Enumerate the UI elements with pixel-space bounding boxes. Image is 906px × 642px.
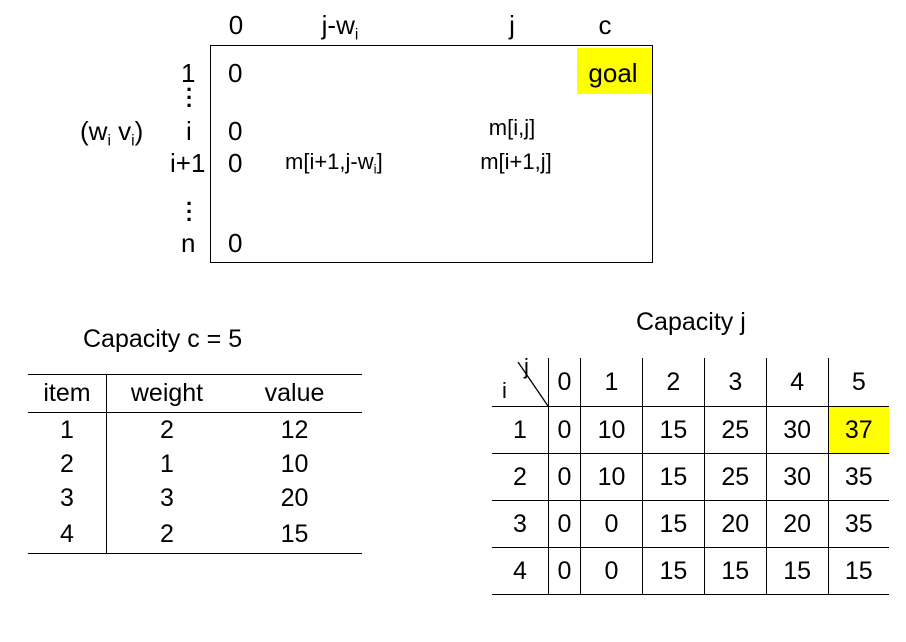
weight-cell: 2 [160, 415, 174, 444]
dp-col-header: 2 [641, 358, 705, 407]
cell-m-i1-j: m[i+1,j] [480, 149, 552, 174]
dp-cell: 20 [765, 500, 829, 548]
dp-corner-i-label: i [502, 378, 507, 403]
table-row: 2 1 10 [28, 447, 362, 481]
dp-capacity-title: Capacity j [636, 308, 746, 336]
item-cell: 1 [28, 412, 107, 447]
item-cell: 3 [28, 481, 107, 515]
col-label-c: c [598, 10, 612, 40]
dp-cell: 0 [580, 500, 643, 548]
dp-cell: 0 [547, 406, 581, 454]
vertical-ellipsis-icon: · · · [186, 191, 194, 232]
table-row: 3 0 0 15 20 20 35 [492, 500, 889, 548]
dp-row-header: 3 [492, 500, 549, 548]
dp-cell-goal: 37 [827, 406, 889, 454]
dp-row-header: 2 [492, 453, 549, 501]
weight-cell: 2 [106, 515, 227, 554]
dp-row-header: 1 [492, 406, 549, 454]
items-header-weight: weight [106, 374, 227, 413]
dp-col-header: 4 [765, 358, 829, 407]
item-cell: 4 [28, 515, 107, 554]
table-row: 1 2 12 [28, 412, 362, 447]
zero-cell: 0 [228, 116, 243, 146]
value-cell: 10 [280, 449, 309, 478]
dp-corner-cell: j i [492, 354, 549, 407]
dp-cell: 15 [641, 500, 705, 548]
vertical-ellipsis-icon: · · · [186, 77, 194, 118]
dp-cell: 25 [703, 406, 767, 454]
dp-row-header: 4 [492, 547, 549, 595]
dp-cell: 15 [765, 547, 829, 595]
dp-cell: 30 [765, 453, 829, 501]
dp-col-header: 3 [703, 358, 767, 407]
value-cell: 12 [280, 415, 309, 444]
item-weight-value-label: (wi vi) [80, 116, 144, 150]
cell-m-i-j: m[i,j] [488, 115, 536, 140]
dp-cell: 15 [827, 547, 889, 595]
col-label-j: j [509, 10, 515, 40]
cell-m-i1-j-minus-w: m[i+1,j-wi] [285, 149, 383, 177]
dp-cell: 0 [547, 500, 581, 548]
dp-header-row: j i 0 1 2 3 4 5 [492, 354, 889, 407]
dp-cell: 20 [703, 500, 767, 548]
table-row: 2 0 10 15 25 30 35 [492, 453, 889, 501]
table-row: 4 2 15 [28, 515, 362, 554]
items-header-item: item [28, 374, 107, 413]
dp-cell: 15 [703, 547, 767, 595]
dp-cell: 30 [765, 406, 829, 454]
items-capacity-title: Capacity c = 5 [83, 325, 243, 353]
items-header-value: value [227, 374, 362, 413]
diagonal-divider-icon [517, 361, 548, 406]
dp-cell: 15 [641, 547, 705, 595]
value-cell: 15 [227, 515, 362, 554]
items-table: item weight value 1 2 12 2 1 10 3 3 20 4… [28, 374, 362, 554]
zero-cell: 0 [228, 228, 243, 258]
zero-cell: 0 [228, 148, 243, 178]
dp-table: j i 0 1 2 3 4 5 1 0 10 15 25 30 37 2 0 1… [492, 354, 889, 595]
dp-cell: 10 [580, 453, 643, 501]
item-cell: 2 [28, 447, 107, 481]
row-label-n: n [181, 228, 196, 258]
weight-cell: 1 [160, 449, 174, 478]
table-row: 1 0 10 15 25 30 37 [492, 406, 889, 454]
dp-cell: 10 [580, 406, 643, 454]
col-label-zero: 0 [228, 10, 244, 40]
dp-cell: 15 [641, 406, 705, 454]
col-label-j-minus-w: j-wi [321, 10, 359, 44]
dp-col-header: 5 [827, 358, 889, 407]
table-row: 3 3 20 [28, 481, 362, 515]
dp-cell: 0 [580, 547, 643, 595]
goal-cell-highlight [577, 48, 653, 94]
dp-cell: 0 [547, 547, 581, 595]
dp-cell: 15 [641, 453, 705, 501]
goal-label: goal [588, 58, 638, 88]
dp-col-header: 0 [547, 358, 581, 407]
table-row: 4 0 0 15 15 15 15 [492, 547, 889, 595]
zero-cell: 0 [228, 58, 243, 88]
row-label-one: 1 [181, 58, 196, 88]
dp-matrix-frame [210, 45, 653, 263]
dp-cell: 25 [703, 453, 767, 501]
row-label-i-plus-1: i+1 [170, 148, 206, 178]
dp-cell: 35 [827, 500, 889, 548]
dp-col-header: 1 [580, 358, 643, 407]
weight-cell: 3 [160, 483, 174, 512]
items-header-row: item weight value [28, 374, 362, 413]
dp-cell: 0 [547, 453, 581, 501]
value-cell: 20 [280, 483, 309, 512]
dp-corner-j-label: j [524, 354, 529, 379]
dp-cell: 35 [827, 453, 889, 501]
row-label-i: i [186, 116, 192, 146]
